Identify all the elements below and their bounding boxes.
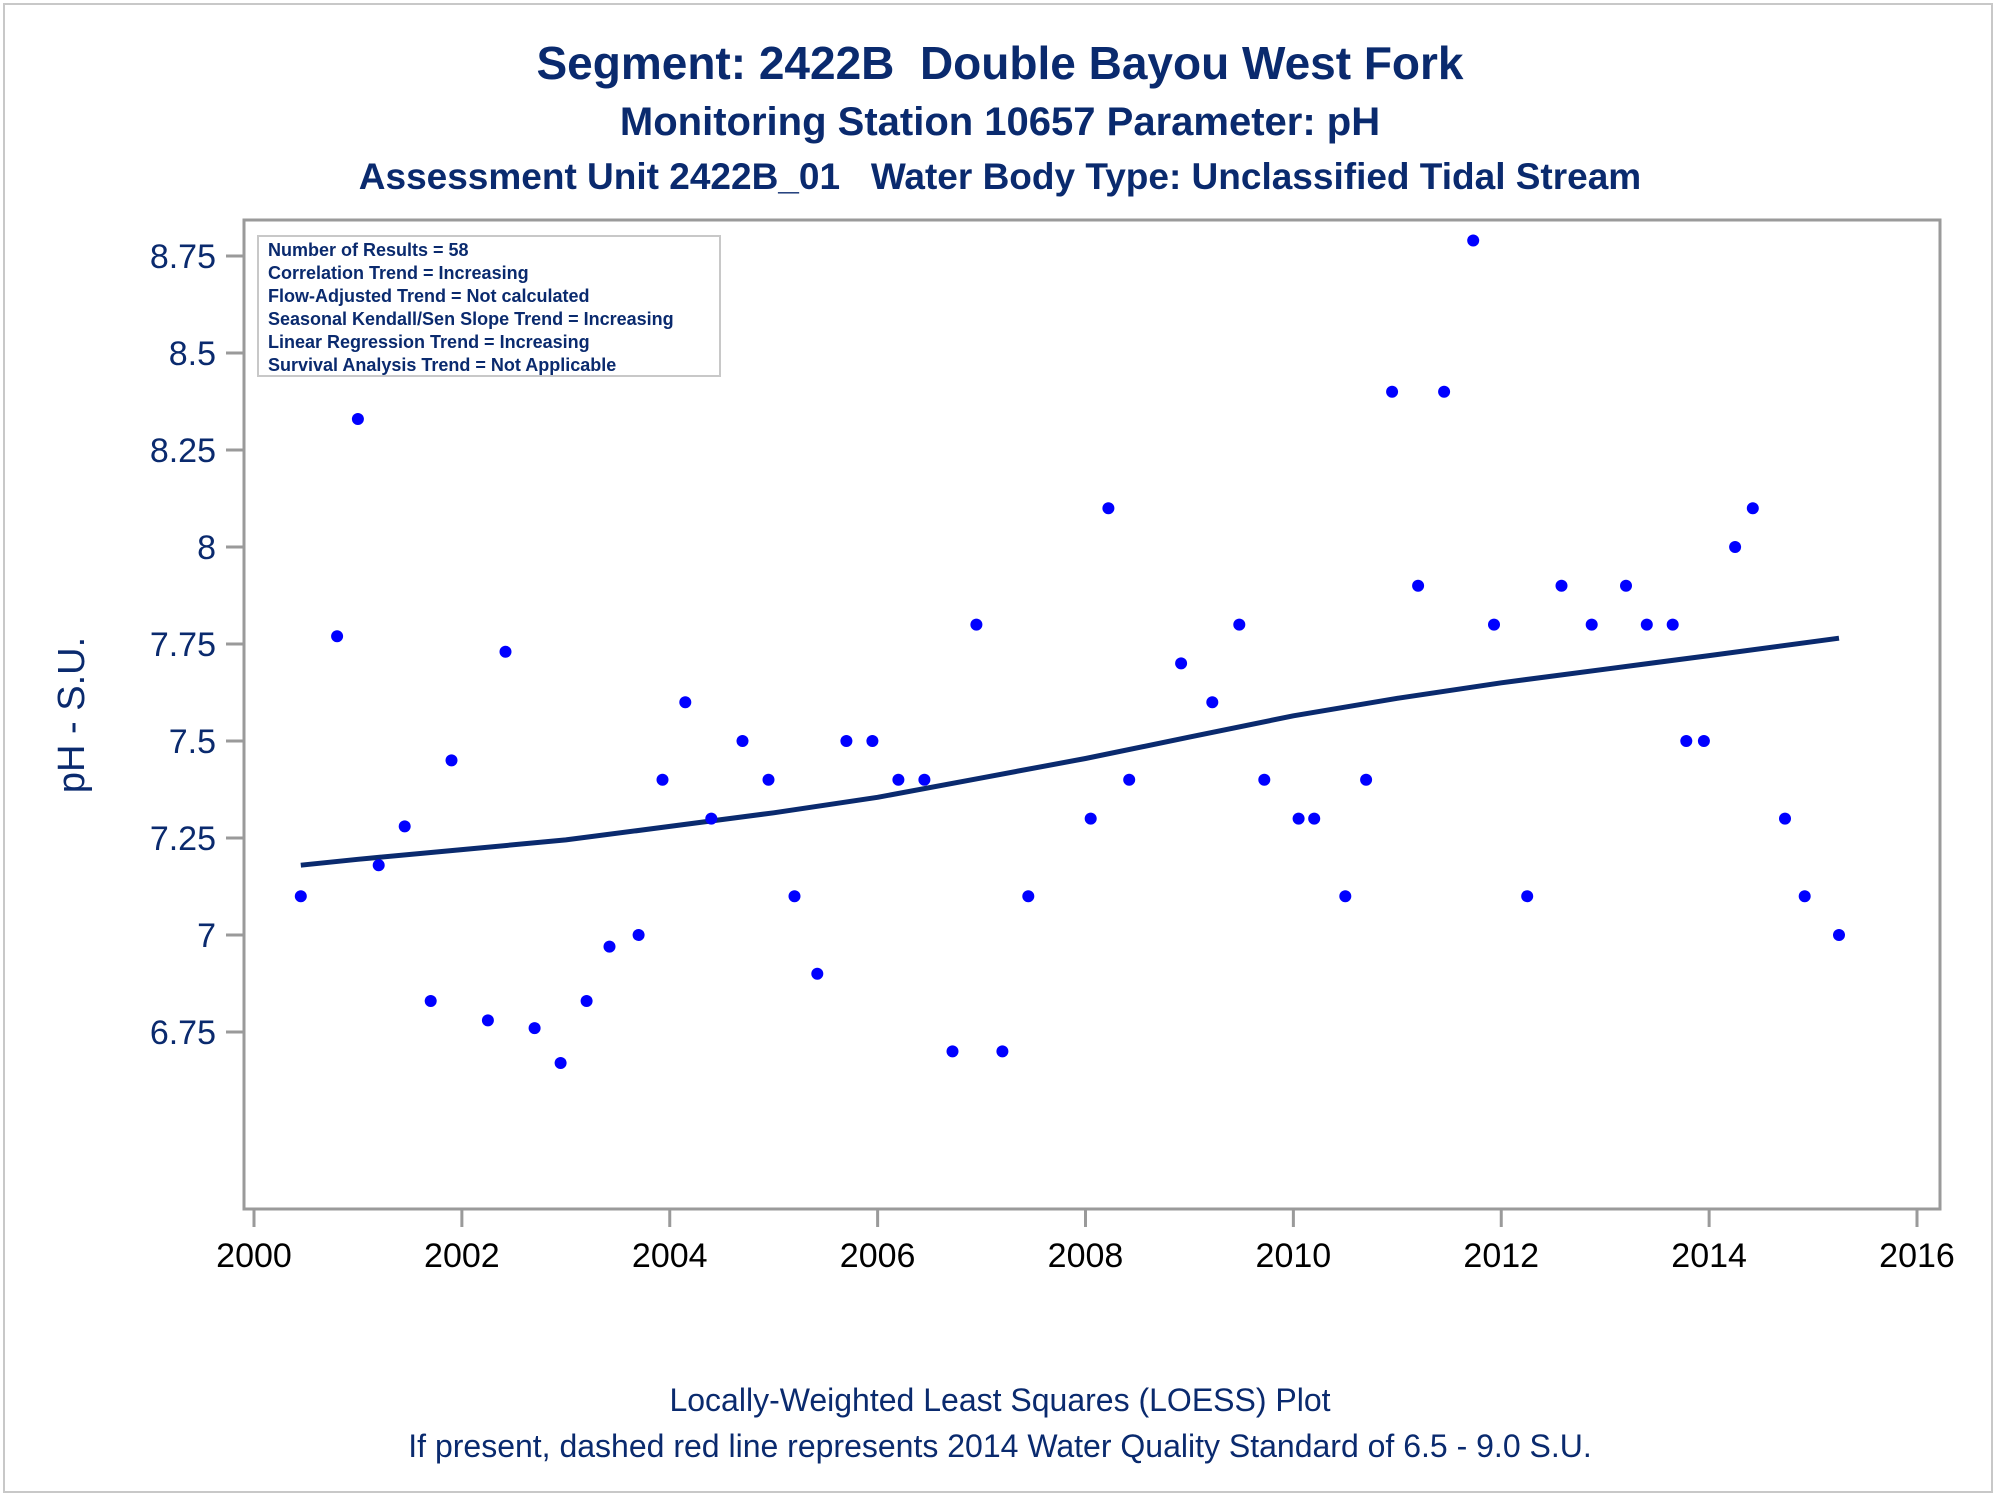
x-tick-label: 2010 — [1256, 1237, 1332, 1275]
data-point — [1666, 618, 1679, 631]
plot-area — [242, 218, 1942, 1211]
x-tick-label: 2016 — [1879, 1237, 1955, 1275]
data-point — [996, 1045, 1009, 1058]
data-point — [1697, 735, 1710, 747]
data-point — [351, 413, 364, 425]
data-point — [1292, 812, 1305, 825]
chart-subtitle-station: Monitoring Station 10657 Parameter: pH — [619, 100, 1381, 144]
data-point — [331, 630, 344, 643]
data-point — [1620, 579, 1632, 592]
data-point — [1386, 385, 1399, 398]
x-tick-label: 2002 — [424, 1237, 500, 1275]
data-point — [840, 735, 853, 747]
data-point — [1412, 579, 1425, 592]
data-point — [1102, 502, 1115, 515]
data-point — [603, 940, 616, 953]
data-point — [1833, 929, 1845, 941]
stats-box: Number of Results = 58 Correlation Trend… — [257, 235, 721, 377]
data-point — [656, 773, 669, 786]
data-point — [1339, 890, 1352, 903]
y-tick-label: 8 — [197, 529, 216, 567]
y-tick-label: 8.5 — [169, 335, 216, 373]
data-point — [736, 735, 749, 747]
data-point — [294, 890, 307, 903]
data-point — [1746, 502, 1759, 515]
data-point — [499, 645, 512, 658]
y-tick-label: 6.75 — [150, 1014, 216, 1052]
x-tick-label: 2014 — [1671, 1237, 1747, 1275]
y-tick-label: 7.25 — [150, 820, 216, 858]
y-tick-label: 8.75 — [150, 238, 216, 276]
data-point — [424, 995, 437, 1007]
stats-line-linear-regression: Linear Regression Trend = Increasing — [268, 332, 590, 352]
stats-box-border — [257, 235, 721, 377]
data-point — [1680, 735, 1693, 747]
x-tick-label: 2004 — [632, 1237, 708, 1275]
stats-line-seasonal-kendall: Seasonal Kendall/Sen Slope Trend = Incre… — [268, 309, 674, 329]
y-tick-label: 7.5 — [169, 723, 216, 761]
data-point — [554, 1057, 567, 1069]
data-point — [1467, 234, 1480, 247]
data-point — [1488, 618, 1500, 631]
stats-line-count: Number of Results = 58 — [268, 240, 469, 260]
data-point — [1585, 618, 1598, 631]
data-point — [1555, 579, 1568, 592]
chart-subtitle-assessment: Assessment Unit 2422B_01 Water Body Type… — [358, 156, 1642, 197]
x-tick-label: 2012 — [1463, 1237, 1539, 1275]
figure-frame — [3, 3, 1993, 1493]
data-point — [445, 754, 458, 767]
data-point — [372, 859, 385, 872]
data-point — [788, 890, 801, 903]
data-point — [398, 820, 411, 833]
data-point — [1022, 890, 1035, 903]
stats-line-correlation: Correlation Trend = Increasing — [268, 263, 529, 283]
data-point — [1175, 657, 1188, 670]
data-point — [1308, 812, 1321, 825]
loess-line — [300, 635, 1840, 868]
data-point — [580, 995, 593, 1007]
data-point — [632, 929, 645, 941]
x-tick-label: 2006 — [840, 1237, 916, 1275]
data-point — [1779, 812, 1791, 825]
data-point — [1123, 773, 1136, 786]
data-point — [705, 812, 718, 825]
data-point — [918, 773, 931, 786]
y-axis: 6.75 7 7.25 7.5 7.75 8 8.25 8.5 8.75 — [150, 238, 244, 1052]
x-tick-label: 2000 — [216, 1237, 292, 1275]
footnote-loess: Locally-Weighted Least Squares (LOESS) P… — [669, 1382, 1331, 1418]
data-point — [1258, 773, 1271, 786]
data-point — [866, 735, 879, 747]
data-point — [1521, 890, 1534, 903]
data-point — [811, 967, 824, 980]
chart-title: Segment: 2422B Double Bayou West Fork — [536, 37, 1464, 89]
data-point — [1206, 696, 1219, 709]
data-point — [970, 618, 983, 631]
x-tick-label: 2008 — [1048, 1237, 1124, 1275]
stats-line-flow-adjusted: Flow-Adjusted Trend = Not calculated — [268, 286, 590, 306]
y-tick-label: 8.25 — [150, 432, 216, 470]
stats-line-survival: Survival Analysis Trend = Not Applicable — [268, 355, 616, 375]
data-point — [1233, 618, 1246, 631]
data-point — [892, 773, 905, 786]
data-point — [1084, 812, 1097, 825]
data-point — [679, 696, 692, 709]
data-point — [1640, 618, 1653, 631]
data-point — [1438, 385, 1451, 398]
footnote-standard: If present, dashed red line represents 2… — [408, 1428, 1592, 1464]
data-point — [528, 1022, 541, 1035]
data-point — [762, 773, 775, 786]
loess-layer — [300, 635, 1840, 868]
data-point — [1360, 773, 1373, 786]
data-point — [1798, 890, 1811, 903]
y-axis-title: pH - S.U. — [51, 637, 93, 793]
y-tick-label: 7.75 — [150, 626, 216, 664]
x-axis: 2000 2002 2004 2006 2008 2010 2012 2014 2016 — [216, 1209, 1955, 1275]
points-layer — [294, 234, 1845, 1069]
data-point — [481, 1014, 494, 1027]
y-tick-label: 7 — [197, 917, 216, 955]
data-point — [1729, 541, 1742, 553]
data-point — [946, 1045, 959, 1058]
